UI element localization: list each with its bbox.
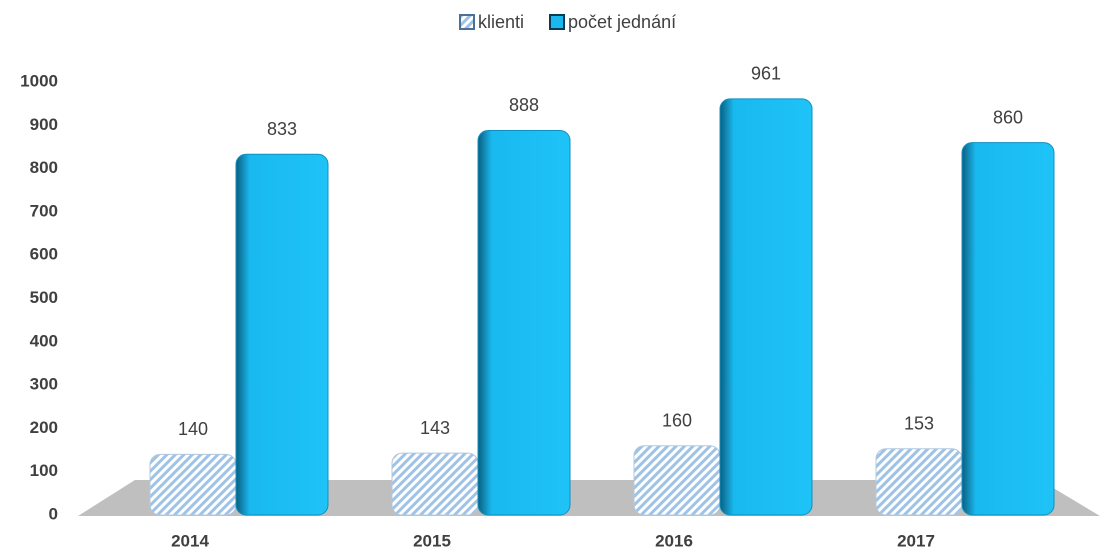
bar [235, 153, 329, 516]
legend-swatch [459, 14, 475, 30]
bar [719, 98, 813, 516]
legend-swatch [549, 14, 565, 30]
y-tick-label: 100 [30, 461, 58, 480]
value-label: 160 [662, 410, 692, 430]
bar [149, 453, 237, 516]
value-label: 143 [420, 418, 450, 438]
value-label: 833 [267, 119, 297, 139]
bar [477, 129, 571, 516]
value-label: 888 [509, 95, 539, 115]
bar [391, 452, 479, 516]
y-tick-label: 600 [30, 245, 58, 264]
bar [961, 142, 1055, 516]
value-label: 961 [751, 64, 781, 84]
x-tick-label: 2017 [897, 531, 935, 550]
y-tick-label: 200 [30, 418, 58, 437]
y-tick-label: 900 [30, 115, 58, 134]
value-label: 140 [178, 419, 208, 439]
x-tick-label: 2015 [413, 531, 451, 550]
bar [875, 448, 963, 516]
value-label: 860 [993, 107, 1023, 127]
x-tick-label: 2016 [655, 531, 693, 550]
legend-label: počet jednání [568, 12, 676, 32]
y-tick-label: 500 [30, 288, 58, 307]
y-tick-label: 0 [49, 504, 58, 523]
legend-label: klienti [478, 12, 524, 32]
y-tick-label: 800 [30, 158, 58, 177]
floor [78, 480, 1100, 516]
y-tick-label: 400 [30, 331, 58, 350]
y-tick-label: 700 [30, 201, 58, 220]
value-label: 153 [904, 414, 934, 434]
y-tick-label: 1000 [20, 71, 58, 90]
bar [633, 445, 721, 516]
y-tick-label: 300 [30, 375, 58, 394]
x-tick-label: 2014 [171, 531, 209, 550]
